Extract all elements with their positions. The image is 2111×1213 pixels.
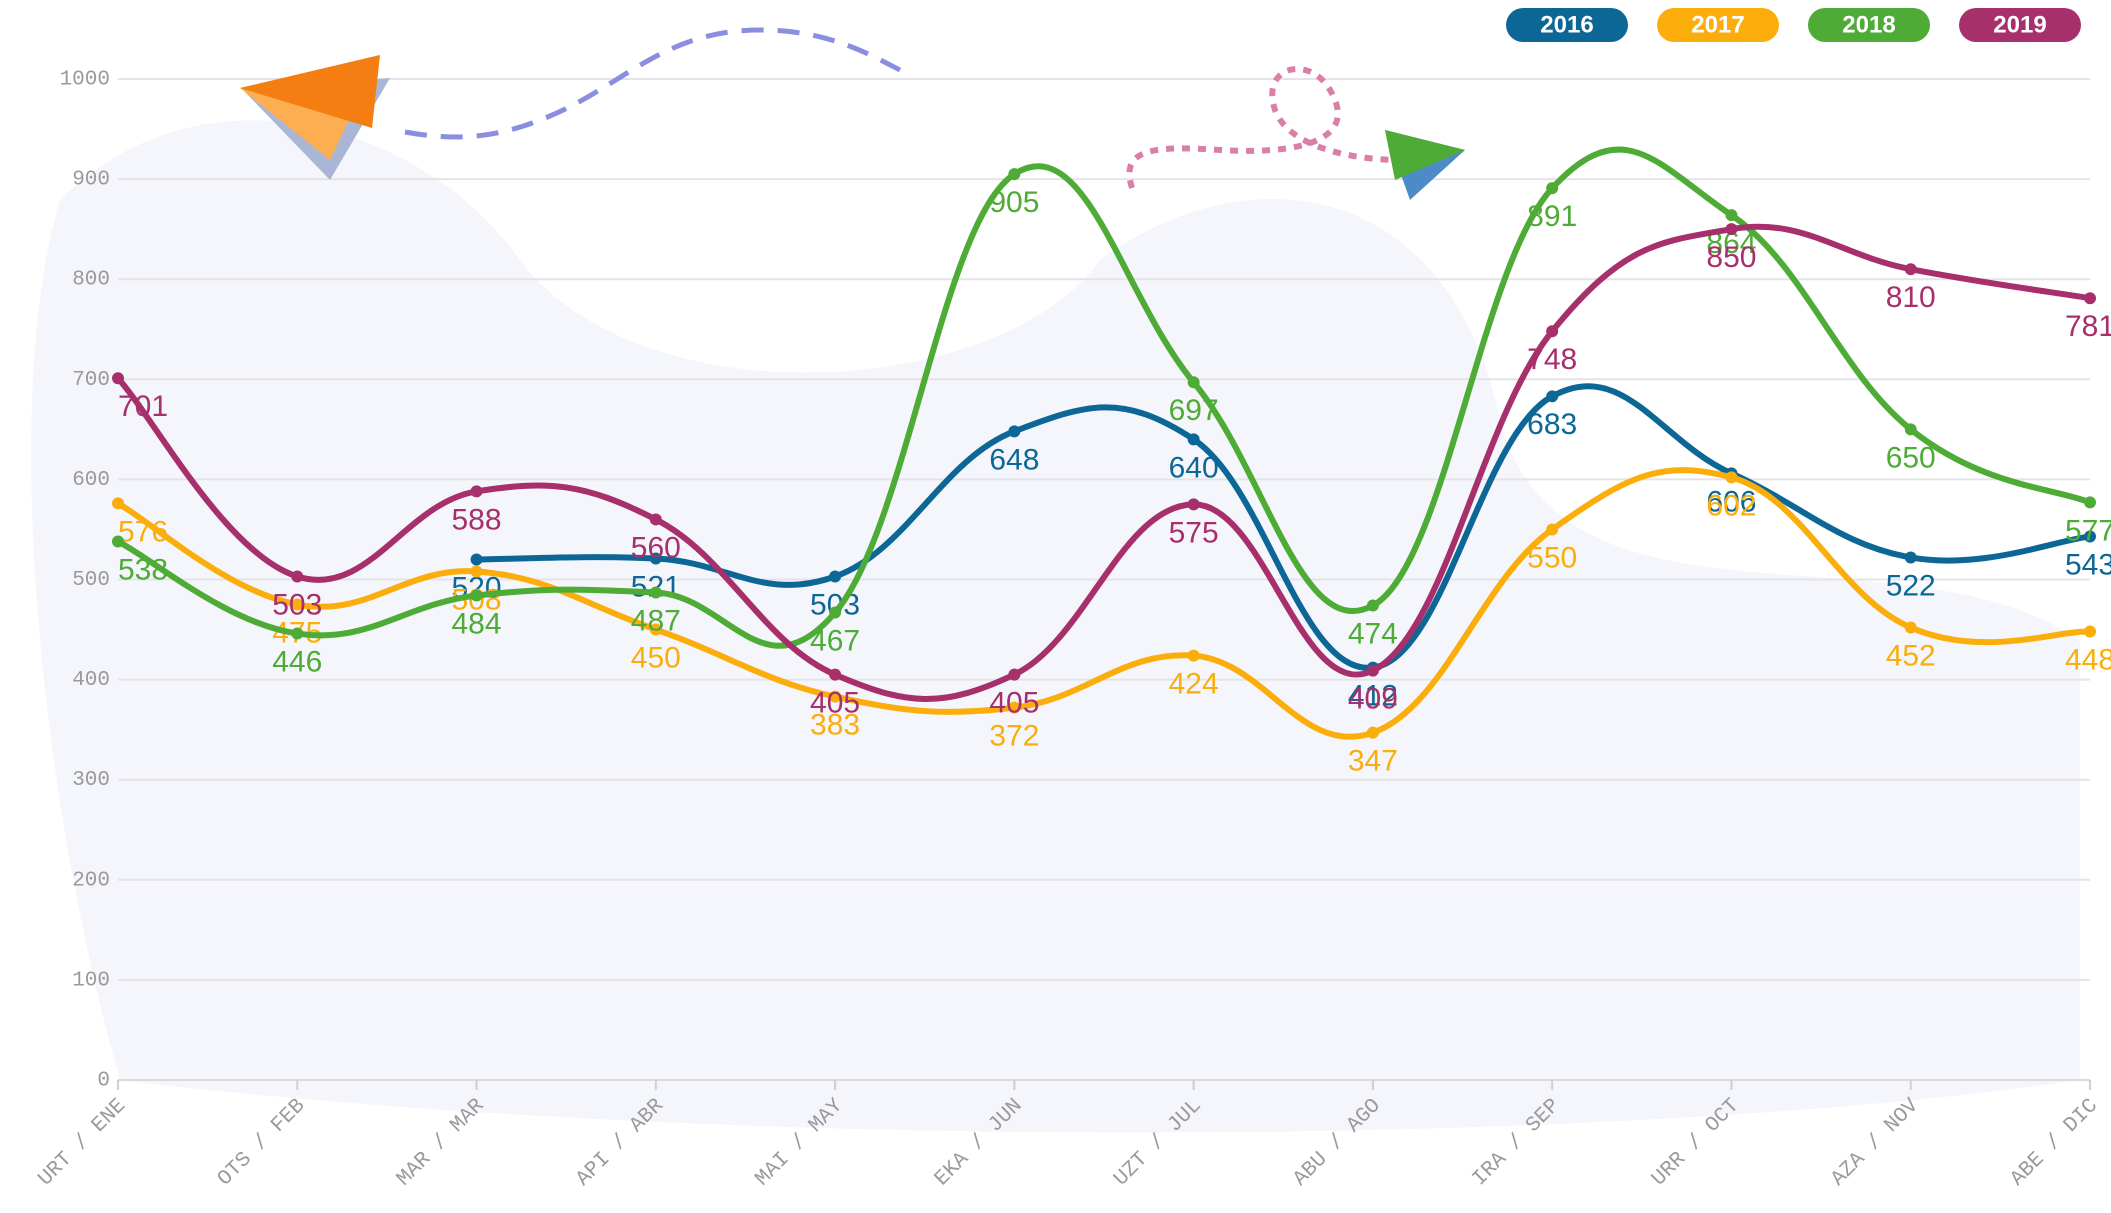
y-tick-label: 200 bbox=[72, 869, 110, 892]
data-point bbox=[1367, 665, 1379, 677]
data-label: 748 bbox=[1527, 343, 1577, 376]
data-label: 448 bbox=[2065, 643, 2111, 676]
data-point bbox=[1725, 209, 1737, 221]
data-point bbox=[1546, 390, 1558, 402]
data-label: 538 bbox=[118, 553, 168, 586]
data-point bbox=[1725, 223, 1737, 235]
data-point bbox=[471, 590, 483, 602]
data-point bbox=[1188, 376, 1200, 388]
data-label: 648 bbox=[989, 443, 1039, 476]
data-label: 850 bbox=[1706, 241, 1756, 274]
y-tick-label: 700 bbox=[72, 369, 110, 392]
legend: 2016 2017 2018 2019 bbox=[1506, 8, 2081, 42]
data-point bbox=[1905, 551, 1917, 563]
data-point bbox=[650, 587, 662, 599]
data-label: 560 bbox=[631, 531, 681, 564]
x-tick-label: OTS / FEB bbox=[214, 1095, 310, 1191]
data-label: 683 bbox=[1527, 408, 1577, 441]
data-label: 372 bbox=[989, 720, 1039, 753]
y-tick-label: 300 bbox=[72, 769, 110, 792]
legend-label: 2019 bbox=[1993, 11, 2046, 38]
data-point bbox=[829, 607, 841, 619]
data-label: 905 bbox=[989, 186, 1039, 219]
data-point bbox=[1546, 325, 1558, 337]
data-point bbox=[1367, 600, 1379, 612]
y-tick-label: 500 bbox=[72, 569, 110, 592]
y-tick-label: 400 bbox=[72, 669, 110, 692]
data-point bbox=[829, 570, 841, 582]
data-label: 424 bbox=[1169, 667, 1219, 700]
y-tick-label: 900 bbox=[72, 169, 110, 192]
chart: 0 100 200 300 400 500 600 700 800 900 1000 URT / EN… bbox=[0, 0, 2111, 1213]
data-point bbox=[1008, 669, 1020, 681]
data-point bbox=[1725, 471, 1737, 483]
data-point bbox=[1546, 182, 1558, 194]
data-point bbox=[1188, 650, 1200, 662]
data-label: 405 bbox=[810, 687, 860, 720]
y-tick-label: 0 bbox=[97, 1070, 110, 1093]
data-label: 588 bbox=[452, 503, 502, 536]
data-point bbox=[112, 497, 124, 509]
data-point bbox=[112, 372, 124, 384]
data-point bbox=[1546, 523, 1558, 535]
data-point bbox=[1905, 423, 1917, 435]
data-point bbox=[2084, 626, 2096, 638]
data-point bbox=[1188, 433, 1200, 445]
data-label: 446 bbox=[272, 645, 322, 678]
data-label: 450 bbox=[631, 641, 681, 674]
data-label: 347 bbox=[1348, 745, 1398, 778]
data-label: 503 bbox=[272, 588, 322, 621]
data-point bbox=[1367, 727, 1379, 739]
data-point bbox=[1008, 168, 1020, 180]
data-label: 409 bbox=[1348, 683, 1398, 716]
data-label: 701 bbox=[118, 390, 168, 423]
data-point bbox=[471, 485, 483, 497]
data-point bbox=[1188, 498, 1200, 510]
data-label: 577 bbox=[2065, 514, 2111, 547]
data-label: 550 bbox=[1527, 541, 1577, 574]
data-point bbox=[650, 513, 662, 525]
data-label: 522 bbox=[1886, 569, 1936, 602]
data-label: 891 bbox=[1527, 200, 1577, 233]
data-label: 575 bbox=[1169, 516, 1219, 549]
y-tick-label: 800 bbox=[72, 269, 110, 292]
data-point bbox=[2084, 496, 2096, 508]
data-label: 640 bbox=[1169, 451, 1219, 484]
y-tick-label: 1000 bbox=[60, 69, 110, 92]
data-point bbox=[112, 535, 124, 547]
data-point bbox=[471, 565, 483, 577]
data-label: 697 bbox=[1169, 394, 1219, 427]
dashed-trail bbox=[405, 30, 900, 137]
data-label: 650 bbox=[1886, 441, 1936, 474]
y-tick-label: 100 bbox=[72, 969, 110, 992]
data-label: 781 bbox=[2065, 310, 2111, 343]
data-label: 452 bbox=[1886, 639, 1936, 672]
legend-label: 2016 bbox=[1540, 11, 1593, 38]
data-label: 467 bbox=[810, 624, 860, 657]
data-label: 543 bbox=[2065, 548, 2111, 581]
x-tick-label: AZA / NOV bbox=[1827, 1094, 1924, 1191]
legend-label: 2018 bbox=[1842, 11, 1895, 38]
data-label: 810 bbox=[1886, 281, 1936, 314]
x-tick-label: URT / ENE bbox=[34, 1095, 130, 1191]
legend-label: 2017 bbox=[1691, 11, 1744, 38]
dotted-trail bbox=[1129, 69, 1400, 188]
data-label: 602 bbox=[1706, 489, 1756, 522]
data-point bbox=[1905, 622, 1917, 634]
data-point bbox=[471, 553, 483, 565]
data-label: 484 bbox=[452, 607, 502, 640]
data-point bbox=[1008, 425, 1020, 437]
data-point bbox=[291, 570, 303, 582]
data-label: 487 bbox=[631, 604, 681, 637]
y-tick-label: 600 bbox=[72, 469, 110, 492]
data-label: 405 bbox=[989, 687, 1039, 720]
data-point bbox=[829, 669, 841, 681]
data-label: 474 bbox=[1348, 617, 1398, 650]
x-tick-label: ABE / DIC bbox=[2006, 1095, 2102, 1191]
data-point bbox=[291, 628, 303, 640]
data-point bbox=[1905, 263, 1917, 275]
data-point bbox=[2084, 292, 2096, 304]
